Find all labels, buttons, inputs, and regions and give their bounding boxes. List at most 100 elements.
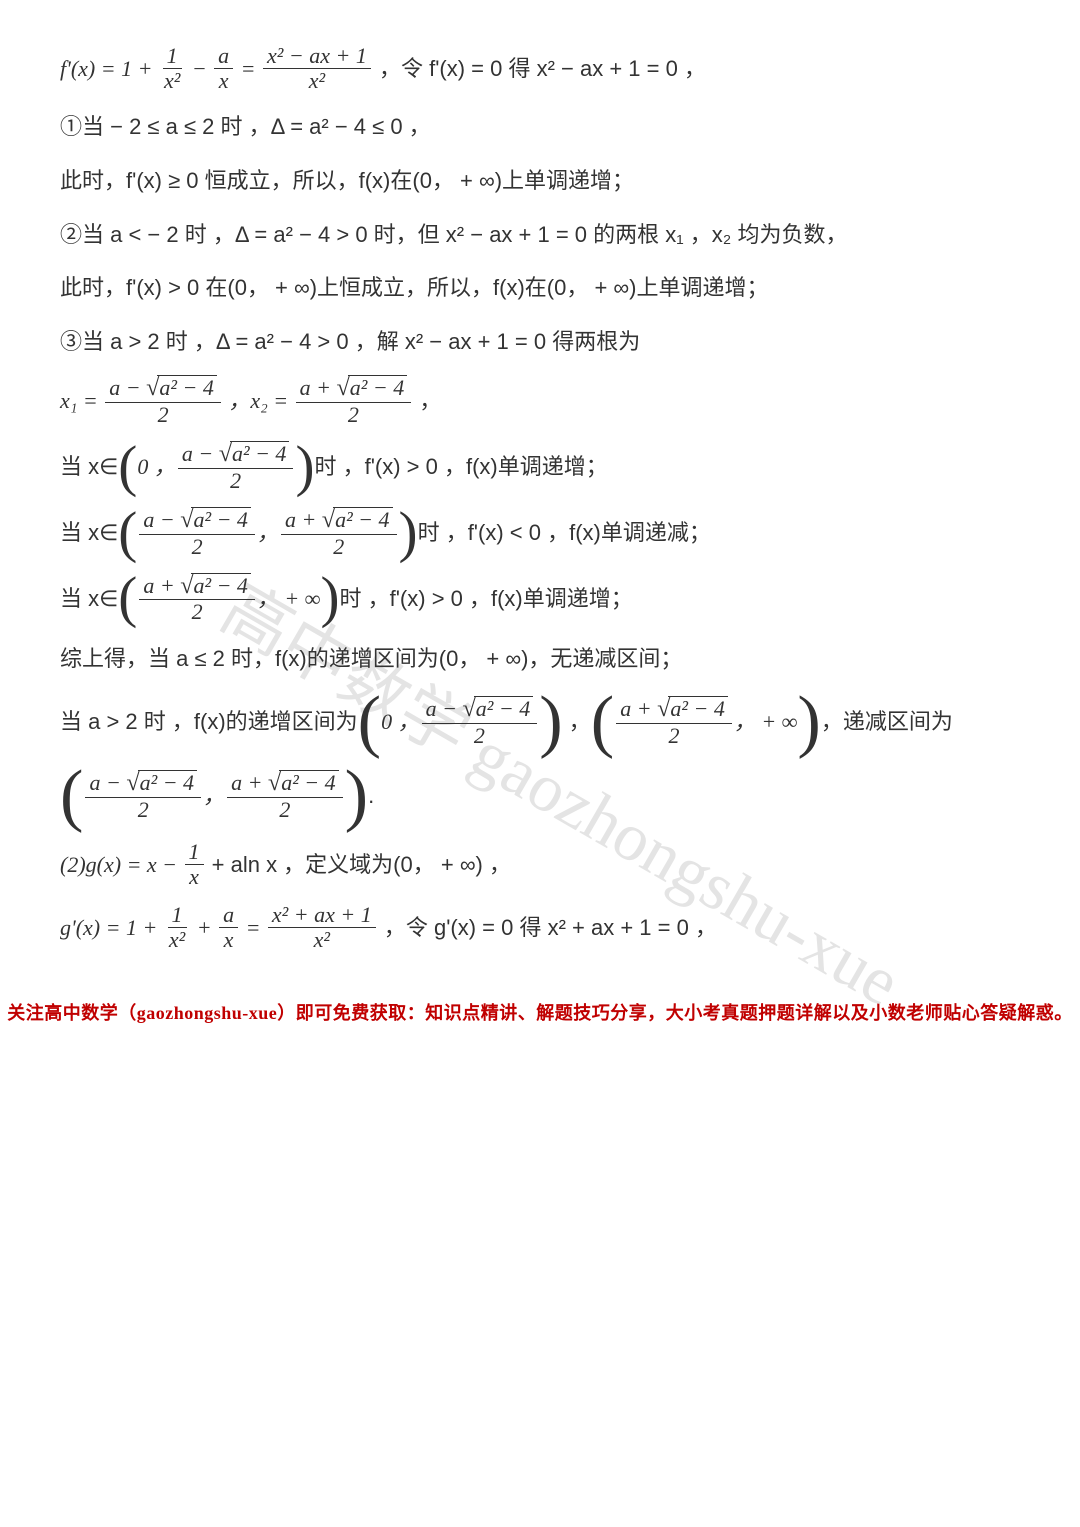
- numerator: 1: [185, 840, 204, 865]
- fraction: 1 x: [185, 840, 204, 889]
- denominator: x²: [160, 69, 184, 93]
- footer-note: 关注高中数学（gaozhongshu-xue）即可免费获取：知识点精讲、解题技巧…: [0, 987, 1080, 1043]
- interval: ( a − √a² − 4 2 ， a + √a² − 4 2 ): [118, 507, 417, 559]
- interval: ( 0 ， a − √a² − 4 2 ): [118, 441, 314, 493]
- sqrt: √a² − 4: [180, 507, 251, 534]
- eq-text: −: [186, 49, 212, 89]
- numerator: a − √a² − 4: [139, 507, 255, 535]
- sqrt-body: a² − 4: [279, 770, 338, 795]
- text: ②当 a < − 2 时 ，Δ = a² − 4 > 0 时，但 x² − ax…: [60, 215, 847, 255]
- text-line: ②当 a < − 2 时 ，Δ = a² − 4 > 0 时，但 x² − ax…: [60, 215, 1020, 255]
- numerator: a + √a² − 4: [296, 375, 412, 403]
- numerator: a + √a² − 4: [616, 696, 732, 724]
- sqrt-body: a² − 4: [138, 770, 197, 795]
- eq-text: ，: [413, 381, 441, 421]
- document-content: f'(x) = 1 + 1 x² − a x = x² − ax + 1 x² …: [0, 0, 1080, 987]
- numerator: a − √a² − 4: [178, 441, 294, 469]
- interval-line: 当 x∈ ( 0 ， a − √a² − 4 2 ) 时 ，f'(x) > 0 …: [60, 441, 1020, 493]
- denominator: x: [185, 865, 203, 889]
- eq-text: x₁ =: [60, 381, 103, 421]
- text: 此时，f'(x) ≥ 0 恒成立，所以，f(x)在(0， + ∞)上单调递增；: [60, 161, 634, 201]
- sqrt: √a² − 4: [657, 696, 728, 723]
- sqrt: √a² − 4: [336, 375, 407, 402]
- fraction: a + √a² − 4 2: [296, 375, 412, 427]
- text: 当 x∈: [60, 579, 118, 619]
- denominator: x²: [165, 928, 189, 952]
- equation-fprime: f'(x) = 1 + 1 x² − a x = x² − ax + 1 x² …: [60, 44, 1020, 93]
- fraction: 1 x²: [165, 903, 189, 952]
- sqrt-body: a² − 4: [474, 696, 533, 721]
- sqrt: √a² − 4: [146, 375, 217, 402]
- numerator: a + √a² − 4: [281, 507, 397, 535]
- eq-text: +: [191, 908, 217, 948]
- denominator: 2: [226, 469, 245, 493]
- sqrt: √a² − 4: [268, 770, 339, 797]
- numerator: a + √a² − 4: [227, 770, 343, 798]
- fraction: a − √a² − 4 2: [139, 507, 255, 559]
- equation-g: (2)g(x) = x − 1 x + aln x ，定义域为(0， + ∞) …: [60, 840, 1020, 889]
- text: ，: [203, 776, 225, 816]
- eq-text: =: [235, 49, 261, 89]
- fraction: x² − ax + 1 x²: [263, 44, 371, 93]
- fraction: a + √a² − 4 2: [281, 507, 397, 559]
- text: a −: [426, 696, 463, 721]
- fraction: a x: [214, 44, 233, 93]
- eq-text: g'(x) = 1 +: [60, 908, 163, 948]
- numerator: 1: [163, 44, 182, 69]
- text: a −: [143, 507, 180, 532]
- summary-line: 当 a > 2 时 ，f(x)的递增区间为 ( 0 ， a − √a² − 4 …: [60, 692, 1020, 752]
- text: a +: [620, 696, 657, 721]
- denominator: 2: [329, 535, 348, 559]
- text-line: 此时，f'(x) > 0 在(0， + ∞)上恒成立，所以，f(x)在(0， +…: [60, 268, 1020, 308]
- eq-text: f'(x) = 1 +: [60, 49, 158, 89]
- sqrt-body: a² − 4: [230, 441, 289, 466]
- sqrt: √a² − 4: [180, 573, 251, 600]
- text: ，递减区间为: [821, 702, 953, 742]
- fraction: a − √a² − 4 2: [85, 770, 201, 822]
- eq-text: =: [240, 908, 266, 948]
- fraction: a − √a² − 4 2: [422, 696, 538, 748]
- text: .: [368, 776, 374, 816]
- numerator: a + √a² − 4: [139, 573, 255, 601]
- text-line: 综上得，当 a ≤ 2 时，f(x)的递增区间为(0， + ∞)，无递减区间；: [60, 639, 1020, 679]
- numerator: a − √a² − 4: [422, 696, 538, 724]
- text: a +: [231, 770, 268, 795]
- denominator: 2: [344, 403, 363, 427]
- interval-line: 当 x∈ ( a − √a² − 4 2 ， a + √a² − 4 2 ) 时…: [60, 507, 1020, 559]
- text: ， + ∞: [734, 702, 798, 742]
- denominator: 2: [134, 798, 153, 822]
- text: a −: [182, 441, 219, 466]
- fraction: a x: [219, 903, 238, 952]
- text: ③当 a > 2 时 ，Δ = a² − 4 > 0 ，解 x² − ax + …: [60, 322, 640, 362]
- text: 时 ，f'(x) > 0 ，f(x)单调递增；: [314, 447, 607, 487]
- numerator: a: [219, 903, 238, 928]
- text: a +: [143, 573, 180, 598]
- text-line: ①当 − 2 ≤ a ≤ 2 时 ，Δ = a² − 4 ≤ 0 ，: [60, 107, 1020, 147]
- denominator: x²: [305, 69, 329, 93]
- denominator: 2: [188, 600, 207, 624]
- text: a +: [285, 507, 322, 532]
- eq-text: ，令 g'(x) = 0 得 x² + ax + 1 = 0 ，: [378, 908, 717, 948]
- eq-text: (2)g(x) = x −: [60, 845, 183, 885]
- numerator: x² + ax + 1: [268, 903, 376, 928]
- sqrt-body: a² − 4: [157, 375, 216, 400]
- denominator: x²: [310, 928, 334, 952]
- denominator: 2: [665, 724, 684, 748]
- denominator: x: [215, 69, 233, 93]
- text: ①当 − 2 ≤ a ≤ 2 时 ，Δ = a² − 4 ≤ 0 ，: [60, 107, 431, 147]
- interval-line: 当 x∈ ( a + √a² − 4 2 ， + ∞ ) 时 ，f'(x) > …: [60, 573, 1020, 625]
- text: 0 ，: [381, 702, 420, 742]
- equation-gprime: g'(x) = 1 + 1 x² + a x = x² + ax + 1 x² …: [60, 903, 1020, 952]
- numerator: 1: [168, 903, 187, 928]
- text: 0 ，: [137, 447, 176, 487]
- denominator: 2: [275, 798, 294, 822]
- numerator: a − √a² − 4: [85, 770, 201, 798]
- fraction: a + √a² − 4 2: [616, 696, 732, 748]
- eq-text: ，令 f'(x) = 0 得 x² − ax + 1 = 0 ，: [373, 49, 706, 89]
- fraction: x² + ax + 1 x²: [268, 903, 376, 952]
- sqrt: √a² − 4: [219, 441, 290, 468]
- text: 时 ，f'(x) < 0 ，f(x)单调递减；: [418, 513, 711, 553]
- sqrt: √a² − 4: [462, 696, 533, 723]
- text: 综上得，当 a ≤ 2 时，f(x)的递增区间为(0， + ∞)，无递减区间；: [60, 639, 682, 679]
- text: 时 ，f'(x) > 0 ，f(x)单调递增；: [340, 579, 633, 619]
